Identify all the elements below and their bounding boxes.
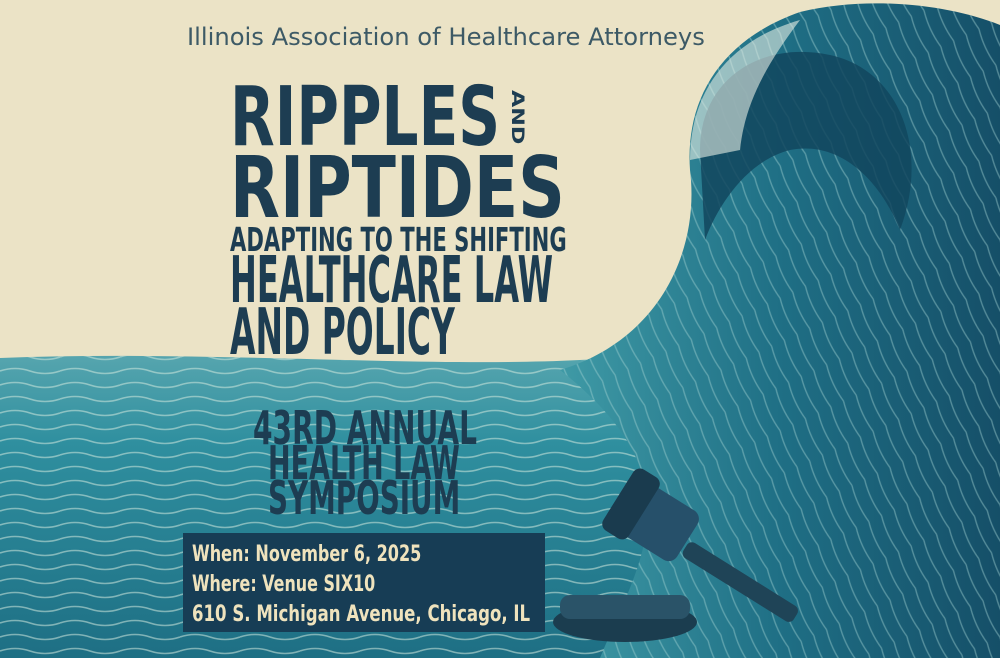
subtitle-line1: ADAPTING TO THE SHIFTING: [230, 220, 567, 259]
event-venue: Where: Venue SIX10: [192, 572, 376, 597]
title-connector: AND: [507, 90, 527, 145]
event-details-box: When: November 6, 2025 Where: Venue SIX1…: [183, 533, 545, 632]
subtitle-line2: HEALTHCARE LAW: [230, 244, 554, 318]
event-line1: 43RD ANNUAL: [253, 401, 478, 455]
event-line2: HEALTH LAW: [268, 436, 460, 490]
event-line3: SYMPOSIUM: [268, 471, 461, 525]
event-address: 610 S. Michigan Avenue, Chicago, IL: [192, 602, 531, 627]
subtitle-line3: AND POLICY: [230, 296, 455, 370]
title-line2: RIPTIDES: [230, 139, 565, 238]
event-date: When: November 6, 2025: [192, 542, 422, 567]
organization-name: Illinois Association of Healthcare Attor…: [187, 23, 705, 51]
title-line1: RIPPLES: [230, 70, 501, 165]
gavel-icon: [553, 468, 798, 642]
